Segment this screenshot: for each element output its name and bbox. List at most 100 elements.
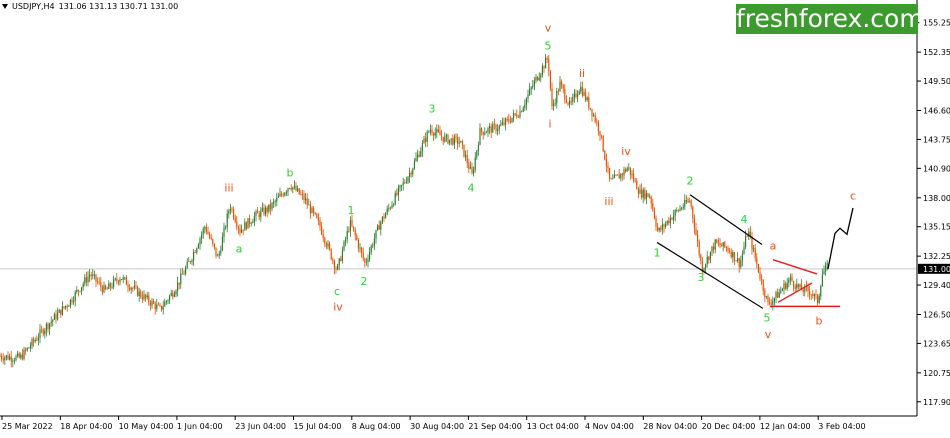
candle-body — [122, 277, 124, 280]
dropdown-triangle-icon[interactable] — [2, 4, 8, 9]
price-tick-label: 143.75 — [923, 135, 950, 144]
candle-body — [103, 285, 105, 293]
candle-body — [39, 329, 41, 338]
candle-body — [357, 239, 359, 249]
price-tick-label: 132.25 — [923, 252, 950, 261]
candle-body — [367, 259, 369, 262]
wave-label: 4 — [741, 213, 748, 226]
candle-body — [641, 189, 643, 198]
candle-body — [666, 220, 668, 224]
candle-body — [18, 353, 20, 358]
candle-body — [349, 220, 351, 232]
candle-body — [172, 292, 174, 297]
candle-body — [482, 131, 484, 135]
time-tick-label: 18 Apr 04:00 — [60, 422, 112, 431]
candle-body — [719, 243, 721, 246]
candle-body — [388, 207, 390, 209]
candle-body — [812, 294, 814, 296]
candle-body — [306, 198, 308, 205]
candle-body — [794, 286, 796, 289]
candle-body — [386, 208, 388, 214]
candle-body — [154, 303, 156, 310]
candle-body — [132, 288, 134, 289]
candle-body — [655, 218, 657, 227]
candle-body — [740, 260, 742, 267]
price-tick-label: 129.40 — [923, 281, 950, 290]
candle-body — [226, 213, 228, 228]
candle-body — [593, 114, 595, 116]
candle-body — [138, 291, 140, 296]
candle-body — [125, 277, 127, 285]
candle-body — [764, 290, 766, 298]
candle-body — [257, 211, 259, 214]
candle-body — [517, 116, 519, 118]
candle-body — [25, 349, 27, 351]
candle-body — [538, 77, 540, 81]
candle-body — [7, 355, 9, 360]
candle-body — [693, 217, 695, 229]
candle-body — [673, 215, 675, 220]
wave-label: c — [850, 190, 856, 203]
candle-body — [479, 128, 481, 145]
candle-body — [385, 213, 387, 219]
price-tick-label: 146.60 — [923, 106, 950, 115]
candle-body — [276, 197, 278, 202]
candle-body — [578, 91, 580, 95]
candle-body — [732, 251, 734, 258]
candle-body — [650, 196, 652, 204]
candle-body — [373, 238, 375, 246]
candle-body — [236, 221, 238, 227]
candle-body — [351, 220, 353, 227]
candle-body — [801, 284, 803, 291]
candle-body — [300, 194, 302, 195]
candle-body — [242, 229, 244, 231]
candle-body — [359, 247, 361, 249]
candle-body — [540, 74, 542, 78]
candle-body — [701, 261, 703, 272]
candle-body — [445, 134, 447, 137]
candle-body — [263, 207, 265, 215]
candle-body — [661, 224, 663, 230]
time-tick-label: 30 Aug 04:00 — [410, 422, 464, 431]
candle-body — [533, 80, 535, 86]
candle-body — [316, 213, 318, 218]
candle-body — [95, 274, 97, 282]
candle-body — [737, 258, 739, 261]
candle-body — [818, 296, 820, 303]
candle-body — [41, 329, 43, 331]
candle-body — [594, 114, 596, 122]
candle-body — [309, 204, 311, 213]
candle-body — [487, 128, 489, 133]
wave-label: i — [548, 118, 551, 131]
candle-body — [437, 129, 439, 132]
candle-body — [484, 132, 486, 135]
time-tick-label: 28 Nov 04:00 — [643, 422, 697, 431]
candle-body — [492, 124, 494, 133]
candle-body — [65, 306, 67, 308]
wave-label: 4 — [468, 182, 475, 195]
candle-body — [92, 274, 94, 277]
candle-body — [527, 94, 529, 99]
candle-body — [626, 168, 628, 172]
candle-body — [557, 91, 559, 92]
candle-body — [58, 309, 60, 313]
candle-body — [329, 243, 331, 250]
candle-body — [265, 207, 267, 215]
candle-body — [413, 161, 415, 169]
time-tick-label: 25 Mar 2022 — [2, 422, 53, 431]
candle-body — [477, 144, 479, 151]
candle-body — [77, 290, 79, 292]
triangle-line — [772, 259, 818, 275]
candle-body — [791, 276, 793, 282]
candle-body — [503, 122, 505, 125]
candle-body — [340, 258, 342, 261]
candle-body — [709, 251, 711, 260]
forecast-path — [827, 207, 854, 269]
candle-body — [513, 113, 515, 118]
candle-body — [596, 121, 598, 123]
candle-body — [159, 304, 161, 306]
candle-body — [252, 221, 254, 224]
candle-body — [417, 154, 419, 158]
candle-body — [332, 259, 334, 261]
price-tick-label: 140.90 — [923, 164, 950, 173]
